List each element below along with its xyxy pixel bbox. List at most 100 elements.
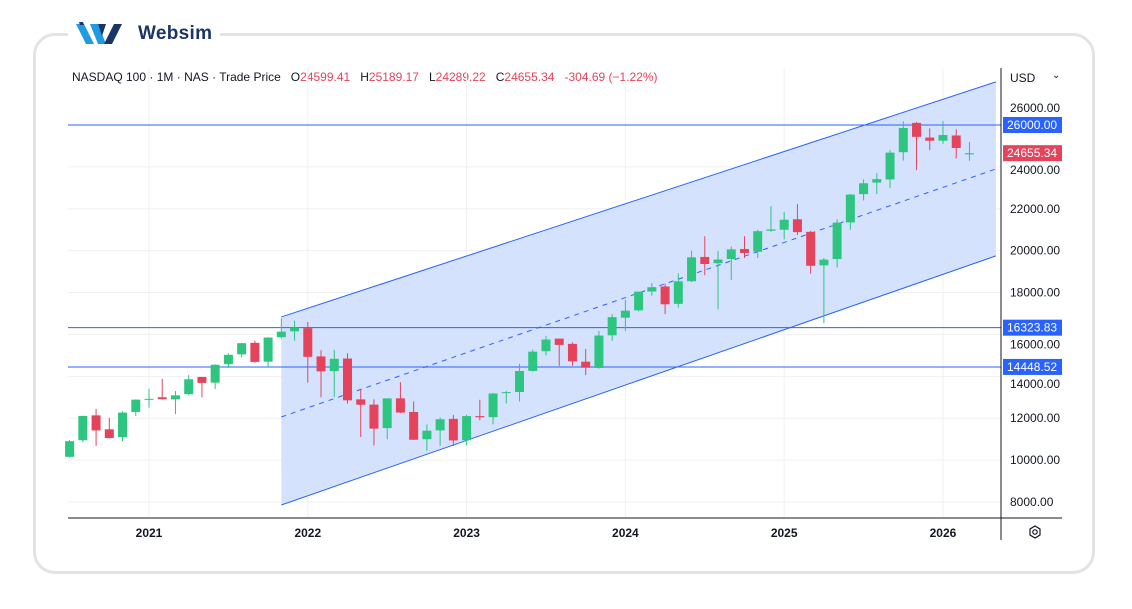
channel-upper-line bbox=[281, 81, 997, 318]
price-tick-label: 22000.00 bbox=[1010, 202, 1060, 216]
candle bbox=[170, 390, 180, 415]
time-tick-label: 2025 bbox=[771, 526, 798, 540]
candle bbox=[104, 417, 114, 439]
candle-body bbox=[170, 395, 180, 400]
gear-icon[interactable] bbox=[1027, 524, 1043, 540]
candle-body bbox=[475, 416, 485, 418]
horizontal-line-label: 26000.00 bbox=[1007, 118, 1057, 132]
candle bbox=[912, 121, 922, 171]
candle bbox=[806, 230, 816, 274]
candle bbox=[885, 150, 895, 188]
candle bbox=[422, 424, 432, 451]
candle-body bbox=[912, 122, 922, 137]
chart-frame bbox=[33, 33, 1095, 574]
candle-body bbox=[329, 358, 339, 372]
candle bbox=[356, 388, 366, 438]
interval[interactable]: 1M bbox=[156, 70, 174, 84]
candle bbox=[197, 376, 207, 398]
price-tick-label: 24000.00 bbox=[1010, 163, 1060, 177]
candle bbox=[859, 179, 869, 201]
candle bbox=[329, 349, 339, 397]
price-type: Trade Price bbox=[219, 70, 281, 84]
open-value: 24599.41 bbox=[300, 70, 351, 84]
exchange: NAS bbox=[184, 70, 209, 84]
candle bbox=[554, 338, 564, 366]
candle bbox=[448, 414, 458, 447]
candle-body bbox=[395, 398, 405, 413]
candle-body bbox=[859, 183, 869, 195]
candle bbox=[118, 411, 128, 442]
candle-body bbox=[673, 281, 683, 304]
candle-body bbox=[819, 259, 829, 266]
candle bbox=[528, 349, 538, 372]
candle-body bbox=[501, 392, 511, 394]
candle bbox=[700, 236, 710, 276]
candle bbox=[872, 173, 882, 195]
candle-body bbox=[779, 219, 789, 230]
candle bbox=[488, 393, 498, 425]
candle bbox=[475, 399, 485, 421]
candle-body bbox=[594, 335, 604, 368]
candle-body bbox=[515, 371, 525, 393]
time-tick-label: 2026 bbox=[930, 526, 957, 540]
candle bbox=[620, 299, 630, 331]
candle bbox=[779, 211, 789, 240]
horizontal-line-label: 14448.52 bbox=[1007, 360, 1057, 374]
last-price-label: 24655.34 bbox=[1007, 146, 1057, 160]
candle-body bbox=[276, 331, 286, 338]
candle bbox=[964, 141, 974, 161]
symbol-name[interactable]: NASDAQ 100 bbox=[72, 70, 147, 84]
candle bbox=[792, 204, 802, 235]
candle-body bbox=[237, 343, 247, 355]
time-tick-label: 2024 bbox=[612, 526, 639, 540]
candle-body bbox=[157, 397, 167, 400]
price-tick-label: 12000.00 bbox=[1010, 411, 1060, 425]
candle bbox=[290, 320, 300, 341]
candle-body bbox=[91, 415, 101, 431]
candle-body bbox=[925, 137, 935, 141]
candle-body bbox=[620, 310, 630, 318]
logo-text: Websim bbox=[138, 23, 213, 44]
chevron-down-icon[interactable]: ⌄ bbox=[1052, 70, 1061, 81]
horizontal-line-label-bg bbox=[1003, 319, 1062, 336]
symbol-legend: NASDAQ 100 · 1M · NAS · Trade Price O245… bbox=[72, 70, 658, 84]
candle bbox=[78, 415, 88, 443]
candle-body bbox=[435, 419, 445, 431]
candle bbox=[634, 291, 644, 312]
horizontal-line-label: 16323.83 bbox=[1007, 321, 1057, 335]
candle-body bbox=[951, 135, 961, 149]
candle-body bbox=[382, 398, 392, 429]
candle bbox=[316, 350, 326, 398]
currency-selector[interactable]: USD bbox=[1010, 71, 1036, 85]
candle bbox=[673, 273, 683, 308]
candle-body bbox=[448, 418, 458, 441]
candle bbox=[951, 129, 961, 159]
candle-body bbox=[581, 361, 591, 368]
candle-body bbox=[832, 222, 842, 260]
candle-body bbox=[687, 257, 697, 282]
candle bbox=[276, 318, 286, 339]
candle-body bbox=[144, 398, 154, 400]
candle-body bbox=[342, 358, 352, 401]
horizontal-line-label-bg bbox=[1003, 117, 1062, 133]
candle-body bbox=[647, 287, 657, 292]
candle bbox=[395, 382, 405, 413]
channel-middle-line bbox=[281, 168, 997, 418]
candle bbox=[819, 257, 829, 324]
candle bbox=[567, 342, 577, 366]
candle-body bbox=[541, 339, 551, 352]
price-tick-label: 26000.00 bbox=[1010, 101, 1060, 115]
candle bbox=[144, 388, 154, 408]
candle-body bbox=[898, 127, 908, 153]
candle-body bbox=[554, 338, 564, 345]
close-label: C bbox=[495, 70, 505, 84]
candle-body bbox=[409, 411, 419, 440]
candle bbox=[369, 399, 379, 446]
candle-body bbox=[713, 259, 723, 264]
candle bbox=[131, 399, 141, 417]
low-value: 24289.22 bbox=[435, 70, 486, 84]
time-tick-label: 2021 bbox=[136, 526, 163, 540]
price-tick-label: 8000.00 bbox=[1010, 495, 1054, 509]
candle bbox=[382, 398, 392, 440]
